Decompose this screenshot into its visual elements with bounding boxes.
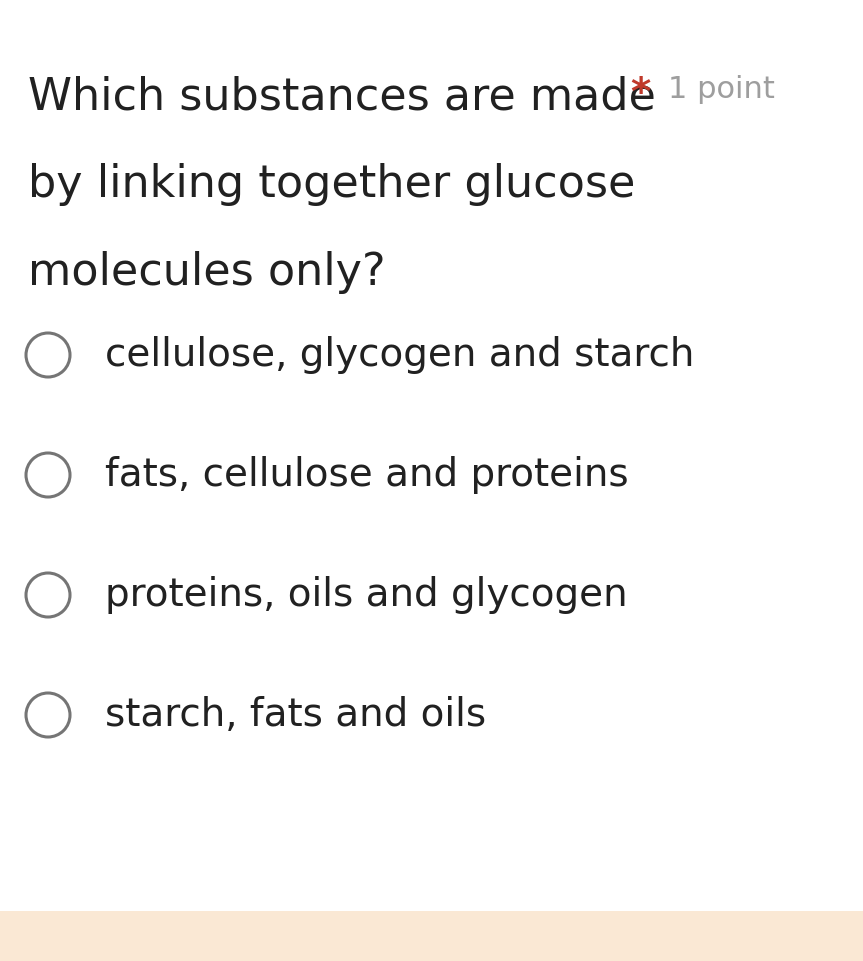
Text: starch, fats and oils: starch, fats and oils — [105, 696, 486, 734]
Bar — [0, 911, 863, 961]
Text: cellulose, glycogen and starch: cellulose, glycogen and starch — [105, 336, 695, 374]
Text: molecules only?: molecules only? — [28, 251, 386, 294]
Text: proteins, oils and glycogen: proteins, oils and glycogen — [105, 576, 627, 614]
Text: by linking together glucose: by linking together glucose — [28, 163, 635, 206]
Text: Which substances are made: Which substances are made — [28, 75, 656, 118]
Text: 1 point: 1 point — [668, 75, 775, 104]
Text: fats, cellulose and proteins: fats, cellulose and proteins — [105, 456, 628, 494]
Text: *: * — [630, 75, 650, 113]
